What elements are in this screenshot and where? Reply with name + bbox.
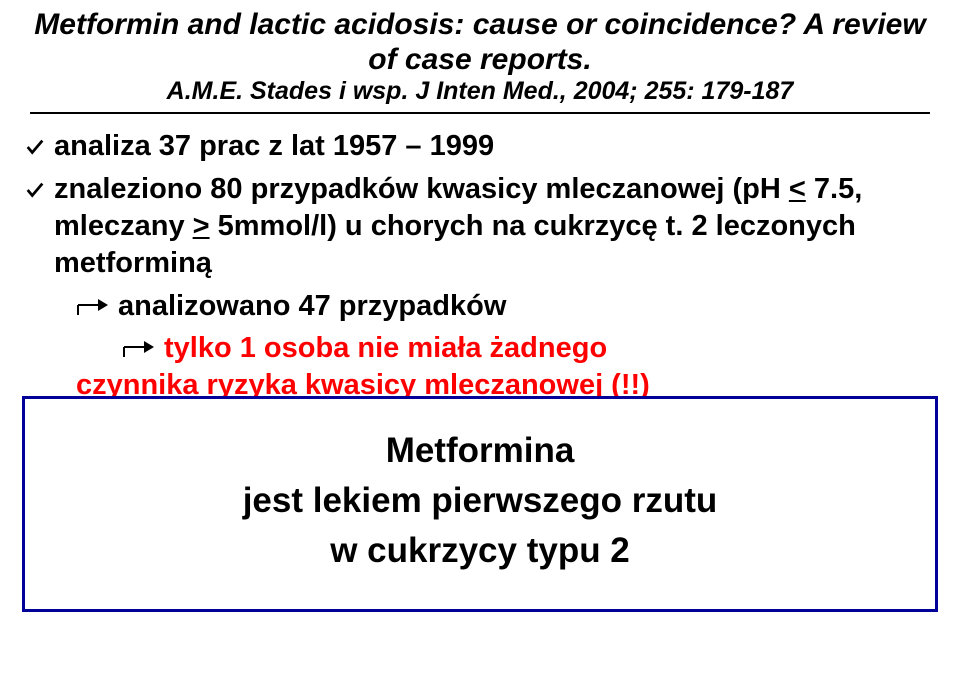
arrow-icon (76, 290, 110, 327)
sub-2-line1: tylko 1 osoba nie miała żadnego (164, 332, 607, 364)
bullet-2-part-a: znaleziono 80 przypadków kwasicy mleczan… (54, 173, 789, 205)
sub-2: tylko 1 osoba nie miała żadnego czynnika… (118, 330, 940, 404)
callout-line-3: w cukrzycy typu 2 (35, 531, 925, 571)
slide: Metformin and lactic acidosis: cause or … (0, 0, 960, 693)
ge-symbol: > (193, 210, 210, 242)
slide-title: Metformin and lactic acidosis: cause or … (20, 8, 940, 77)
callout-line-2: jest lekiem pierwszego rzutu (35, 481, 925, 521)
bullet-1-text: analiza 37 prac z lat 1957 – 1999 (54, 130, 494, 162)
citation: A.M.E. Stades i wsp. J Inten Med., 2004;… (20, 77, 940, 106)
title-text: Metformin and lactic acidosis: cause or … (34, 8, 925, 76)
le-symbol: < (789, 173, 806, 205)
bullet-2: znaleziono 80 przypadków kwasicy mleczan… (54, 171, 940, 282)
citation-text: A.M.E. Stades i wsp. J Inten Med., 2004;… (167, 77, 794, 105)
callout-line-1: Metformina (35, 431, 925, 471)
divider (30, 112, 930, 114)
check-icon (24, 174, 46, 211)
sub-list: analizowano 47 przypadków tylko 1 osoba … (54, 288, 940, 403)
arrow-icon (122, 332, 156, 369)
sub-1: analizowano 47 przypadków (118, 288, 940, 325)
bullet-1: analiza 37 prac z lat 1957 – 1999 (54, 128, 940, 165)
check-icon (24, 131, 46, 168)
callout-box: Metformina jest lekiem pierwszego rzutu … (22, 396, 938, 612)
sub-1-text: analizowano 47 przypadków (118, 290, 506, 322)
